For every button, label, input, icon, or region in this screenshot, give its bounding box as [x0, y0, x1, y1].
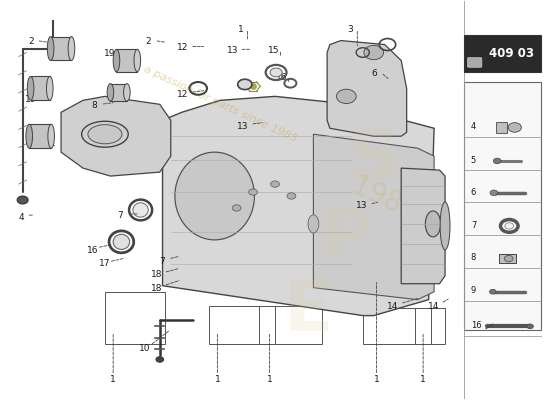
Text: 3: 3 — [347, 25, 353, 34]
Ellipse shape — [425, 211, 441, 237]
Circle shape — [508, 123, 521, 132]
Text: 16: 16 — [87, 246, 98, 255]
Text: 19: 19 — [103, 49, 115, 58]
Ellipse shape — [177, 245, 192, 259]
Text: 13: 13 — [356, 201, 367, 210]
Ellipse shape — [28, 76, 34, 100]
Ellipse shape — [107, 84, 114, 101]
Text: 8: 8 — [91, 101, 97, 110]
Ellipse shape — [113, 234, 130, 250]
Bar — [258, 306, 322, 344]
Text: 2: 2 — [28, 37, 34, 46]
Text: 5: 5 — [471, 156, 476, 165]
Ellipse shape — [47, 76, 53, 100]
Bar — [499, 254, 516, 263]
Bar — [31, 76, 50, 100]
Polygon shape — [314, 134, 434, 300]
Bar — [464, 82, 541, 330]
Text: 7: 7 — [117, 211, 123, 220]
Text: 12: 12 — [177, 90, 189, 99]
Bar — [111, 84, 127, 101]
Bar — [29, 124, 51, 148]
Text: 1: 1 — [214, 375, 220, 384]
Text: 16: 16 — [471, 321, 481, 330]
Text: 17: 17 — [99, 259, 111, 268]
Ellipse shape — [440, 202, 450, 250]
Text: 11: 11 — [40, 142, 52, 152]
Ellipse shape — [48, 124, 54, 148]
Text: E: E — [283, 277, 333, 346]
Text: S: S — [348, 126, 400, 195]
Circle shape — [504, 256, 513, 262]
Text: P: P — [320, 205, 373, 274]
Text: 6: 6 — [371, 69, 377, 78]
Ellipse shape — [47, 36, 54, 60]
Text: 13: 13 — [238, 122, 249, 131]
Bar — [209, 306, 275, 344]
Circle shape — [490, 289, 496, 294]
Text: 10: 10 — [139, 344, 151, 353]
Text: 13: 13 — [227, 46, 238, 55]
Text: 18: 18 — [151, 270, 163, 280]
Text: 7: 7 — [471, 221, 476, 230]
Text: 18: 18 — [151, 284, 163, 293]
Circle shape — [493, 158, 501, 164]
FancyBboxPatch shape — [468, 58, 482, 67]
Text: 12: 12 — [177, 43, 189, 52]
Bar — [464, 34, 541, 72]
Text: 9: 9 — [471, 286, 476, 295]
Text: 4: 4 — [471, 122, 476, 131]
Circle shape — [271, 181, 279, 187]
Text: a passion for parts since 1985: a passion for parts since 1985 — [142, 64, 299, 144]
Circle shape — [17, 196, 28, 204]
Circle shape — [156, 357, 164, 362]
Text: 1: 1 — [420, 375, 426, 384]
Polygon shape — [327, 40, 406, 136]
Text: 2: 2 — [145, 37, 151, 46]
Bar — [51, 36, 72, 60]
Text: 4: 4 — [18, 213, 24, 222]
Ellipse shape — [238, 79, 252, 90]
Ellipse shape — [113, 49, 120, 72]
Bar — [117, 49, 138, 72]
Circle shape — [505, 223, 514, 229]
Ellipse shape — [88, 125, 122, 144]
Text: 409 03: 409 03 — [490, 47, 535, 60]
Text: 1985: 1985 — [347, 172, 422, 228]
Ellipse shape — [68, 36, 75, 60]
Text: 15: 15 — [268, 46, 279, 55]
Text: 1: 1 — [267, 375, 272, 384]
Ellipse shape — [308, 215, 319, 233]
Ellipse shape — [26, 124, 32, 148]
Text: 1: 1 — [111, 375, 116, 384]
Circle shape — [527, 324, 534, 329]
Ellipse shape — [133, 203, 148, 217]
Polygon shape — [61, 96, 170, 176]
Text: 1: 1 — [373, 375, 380, 384]
Bar — [415, 308, 445, 344]
Text: 8: 8 — [471, 253, 476, 262]
Bar — [105, 292, 166, 344]
Circle shape — [232, 205, 241, 211]
Text: 14: 14 — [387, 302, 399, 311]
Circle shape — [249, 189, 257, 195]
Text: 6: 6 — [471, 188, 476, 196]
Circle shape — [364, 45, 384, 60]
Polygon shape — [163, 96, 434, 316]
Text: 7: 7 — [160, 257, 166, 266]
Ellipse shape — [270, 68, 282, 77]
Ellipse shape — [124, 84, 130, 101]
Ellipse shape — [134, 49, 141, 72]
Polygon shape — [401, 168, 445, 284]
Text: 16: 16 — [276, 73, 287, 82]
Text: 1: 1 — [238, 25, 243, 34]
Circle shape — [337, 89, 356, 104]
Bar — [363, 308, 431, 344]
Ellipse shape — [175, 152, 255, 240]
Circle shape — [287, 193, 296, 199]
Bar — [496, 122, 507, 133]
Circle shape — [490, 190, 498, 196]
Text: 14: 14 — [428, 302, 440, 311]
Text: 19: 19 — [25, 96, 37, 104]
